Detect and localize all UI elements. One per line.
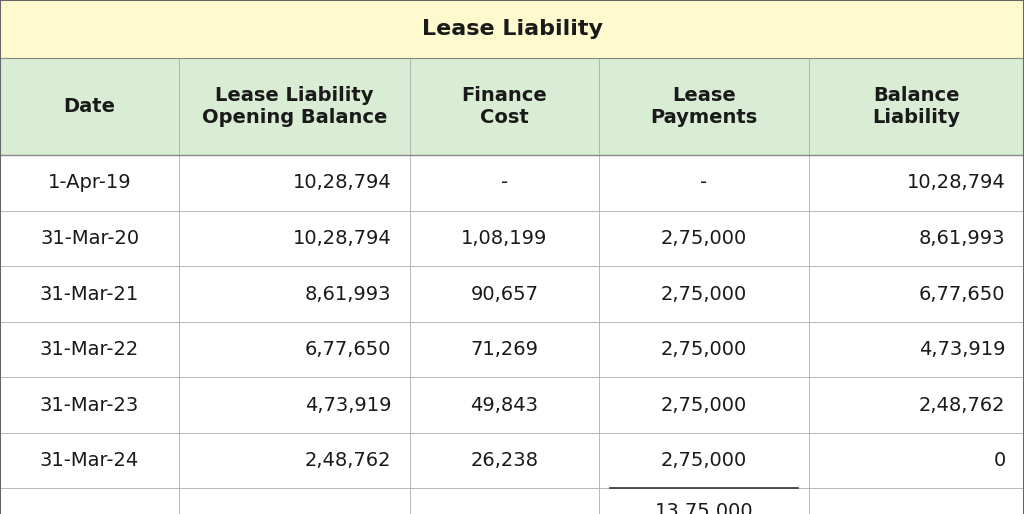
Bar [599,155,809,211]
Text: Lease Liability: Lease Liability [422,19,602,39]
Text: Lease
Payments: Lease Payments [650,86,758,127]
Bar [599,377,809,433]
Text: 8,61,993: 8,61,993 [305,285,391,303]
Text: 31-Mar-22: 31-Mar-22 [40,340,139,359]
Bar [599,433,809,488]
Bar [0,155,179,211]
Text: 2,48,762: 2,48,762 [305,451,391,470]
Bar [179,377,410,433]
Text: -: - [501,174,508,192]
Bar [599,266,809,322]
Bar [410,322,599,377]
Bar [0,488,179,514]
Bar [410,377,599,433]
Text: 4,73,919: 4,73,919 [305,396,391,414]
Text: 10,28,794: 10,28,794 [907,174,1006,192]
Bar [809,322,1024,377]
Text: 2,48,762: 2,48,762 [920,396,1006,414]
Text: -: - [700,174,708,192]
Bar [410,211,599,266]
Bar [809,377,1024,433]
Text: 2,75,000: 2,75,000 [660,229,748,248]
Bar [599,322,809,377]
Bar [599,58,809,155]
Text: 31-Mar-23: 31-Mar-23 [40,396,139,414]
Bar [410,488,599,514]
Bar [179,488,410,514]
Text: 2,75,000: 2,75,000 [660,340,748,359]
Text: 1,08,199: 1,08,199 [461,229,548,248]
Bar [0,266,179,322]
Bar [410,433,599,488]
Text: 49,843: 49,843 [470,396,539,414]
Bar [809,488,1024,514]
Bar [410,58,599,155]
Bar [0,211,179,266]
Text: 2,75,000: 2,75,000 [660,285,748,303]
Text: 90,657: 90,657 [470,285,539,303]
Text: 31-Mar-20: 31-Mar-20 [40,229,139,248]
Bar [179,155,410,211]
Bar [410,155,599,211]
Bar [179,266,410,322]
Text: 4,73,919: 4,73,919 [920,340,1006,359]
Bar [599,488,809,514]
Text: Finance
Cost: Finance Cost [462,86,547,127]
Bar [0,433,179,488]
Text: Date: Date [63,97,116,116]
Text: 26,238: 26,238 [470,451,539,470]
Bar [0,58,179,155]
Text: 6,77,650: 6,77,650 [920,285,1006,303]
Text: 8,61,993: 8,61,993 [920,229,1006,248]
Bar [179,433,410,488]
Text: 0: 0 [993,451,1006,470]
Text: 2,75,000: 2,75,000 [660,451,748,470]
Bar [0,0,1024,58]
Bar [809,211,1024,266]
Bar [809,155,1024,211]
Bar [0,322,179,377]
Text: 10,28,794: 10,28,794 [293,174,391,192]
Bar [809,266,1024,322]
Text: 71,269: 71,269 [470,340,539,359]
Bar [179,322,410,377]
Text: Balance
Liability: Balance Liability [872,86,961,127]
Text: 31-Mar-21: 31-Mar-21 [40,285,139,303]
Text: 13,75,000: 13,75,000 [654,502,754,514]
Text: 6,77,650: 6,77,650 [305,340,391,359]
Bar [599,211,809,266]
Bar [809,58,1024,155]
Text: 10,28,794: 10,28,794 [293,229,391,248]
Bar [809,433,1024,488]
Text: 1-Apr-19: 1-Apr-19 [48,174,131,192]
Bar [179,58,410,155]
Text: 31-Mar-24: 31-Mar-24 [40,451,139,470]
Bar [0,377,179,433]
Bar [179,211,410,266]
Text: 2,75,000: 2,75,000 [660,396,748,414]
Text: Lease Liability
Opening Balance: Lease Liability Opening Balance [202,86,387,127]
Bar [410,266,599,322]
